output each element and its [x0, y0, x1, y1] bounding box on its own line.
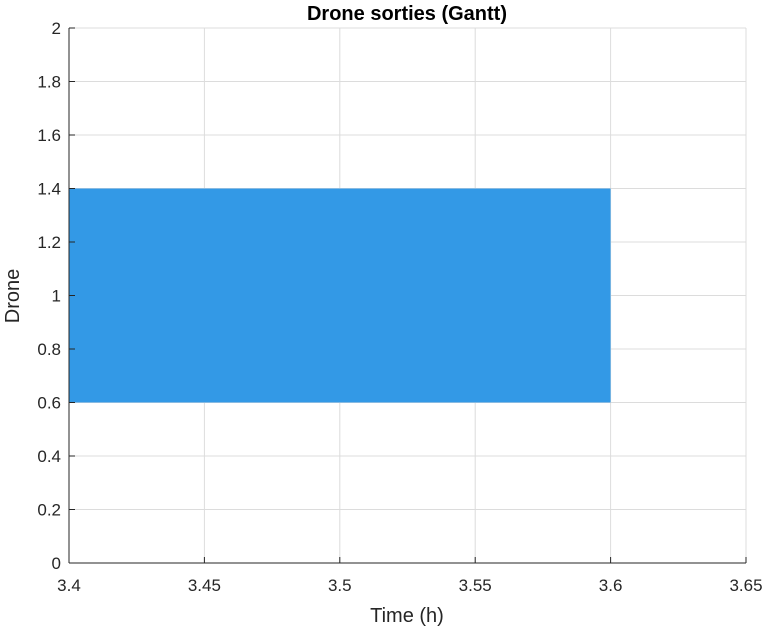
y-ticks: 0 0.2 0.4 0.6 0.8 1 1.2 1.4 1.6 1.8 2 — [37, 19, 75, 573]
y-tick-label: 0 — [52, 554, 61, 573]
x-axis-title: Time (h) — [370, 605, 444, 627]
y-tick-label: 0.8 — [37, 340, 61, 359]
x-ticks: 3.4 3.45 3.5 3.55 3.6 3.65 — [57, 557, 763, 595]
sortie-bars — [69, 188, 611, 403]
chart-title: Drone sorties (Gantt) — [307, 3, 507, 25]
y-tick-label: 1 — [52, 287, 61, 306]
x-tick-label: 3.5 — [328, 576, 352, 595]
y-tick-label: 0.2 — [37, 501, 61, 520]
x-tick-label: 3.55 — [459, 576, 492, 595]
x-tick-label: 3.45 — [188, 576, 221, 595]
y-tick-label: 0.4 — [37, 447, 61, 466]
y-tick-label: 1.8 — [37, 73, 61, 92]
y-tick-label: 1.2 — [37, 233, 61, 252]
y-tick-label: 1.6 — [37, 126, 61, 145]
x-tick-label: 3.4 — [57, 576, 81, 595]
sortie-bar — [69, 188, 611, 403]
x-tick-label: 3.6 — [599, 576, 623, 595]
y-tick-label: 0.6 — [37, 394, 61, 413]
y-tick-label: 1.4 — [37, 180, 61, 199]
y-axis-title: Drone — [2, 269, 24, 323]
y-tick-label: 2 — [52, 19, 61, 38]
x-tick-label: 3.65 — [729, 576, 762, 595]
